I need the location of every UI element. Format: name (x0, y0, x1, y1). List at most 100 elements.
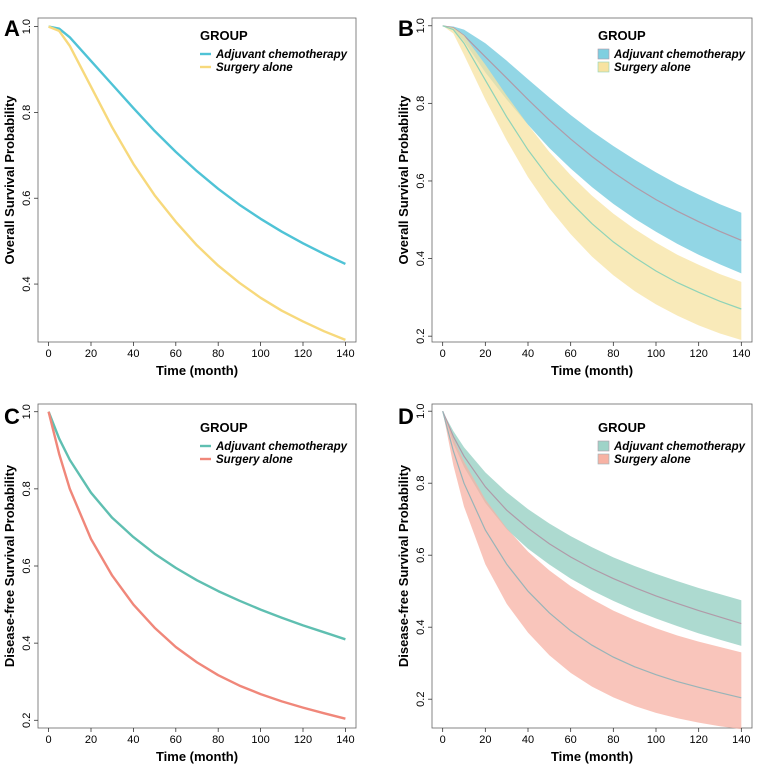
legend-title: GROUP (598, 28, 646, 43)
series-surgery-alone (442, 411, 742, 730)
x-tick-label: 0 (46, 348, 52, 360)
plot-frame (431, 403, 753, 729)
x-axis-title: Time (month) (156, 749, 238, 764)
legend-label: Adjuvant chemotherapy (613, 441, 746, 453)
y-tick-label: 0.2 (415, 329, 427, 344)
x-axis-title: Time (month) (551, 749, 633, 764)
legend-swatch (597, 61, 610, 73)
legend-title: GROUP (200, 420, 248, 435)
legend-label: Adjuvant chemotherapy (613, 49, 746, 61)
x-tick-label: 100 (647, 734, 665, 746)
y-axis-title: Overall Survival Probability (396, 95, 411, 265)
y-axis: 0.2 0.4 0.6 0.8 1.0 Disease-free Survival Pro… (2, 404, 38, 728)
x-tick-label: 40 (127, 348, 139, 360)
survival-curve (47, 411, 346, 720)
x-tick-label: 140 (336, 348, 354, 360)
x-axis: 0 20 40 60 80 100 120 140 Time (month) (46, 728, 355, 764)
panel-b: B 0 20 40 60 80 100 120 140 Time (month) 0.2 0.4 0.6… (396, 16, 753, 378)
survival-curve (442, 410, 742, 625)
legend-swatch (597, 48, 610, 60)
panel-letter: D (398, 404, 414, 429)
panel-letter: A (4, 16, 20, 41)
y-tick-label: 0.2 (415, 692, 427, 707)
x-tick-label: 80 (212, 734, 224, 746)
survival-curve (442, 411, 742, 699)
y-tick-label: 0.8 (415, 96, 427, 111)
y-tick-label: 0.6 (415, 548, 427, 563)
y-tick-label: 0.4 (415, 251, 427, 266)
y-axis-title: Disease-free Survival Probability (396, 464, 411, 667)
series-adjuvant-chemotherapy (442, 410, 742, 646)
x-tick-label: 0 (46, 734, 52, 746)
survival-curve (442, 25, 742, 310)
y-tick-label: 0.6 (21, 191, 33, 206)
x-tick-label: 20 (479, 348, 491, 360)
panel-d: D 0 20 40 60 80 100 120 140 Time (month) 0.2 0.4 0.6… (396, 403, 753, 764)
survival-curve (48, 25, 346, 265)
panel-letter: B (398, 16, 414, 41)
y-axis: 0.4 0.6 0.8 1.0 Overall Survival Probability (2, 19, 38, 292)
survival-curve (442, 25, 742, 241)
y-tick-label: 0.6 (415, 173, 427, 188)
x-tick-label: 40 (522, 734, 534, 746)
x-tick-label: 60 (565, 734, 577, 746)
confidence-band (442, 411, 742, 646)
x-tick-label: 60 (170, 734, 182, 746)
x-tick-label: 120 (689, 348, 707, 360)
x-tick-label: 100 (647, 348, 665, 360)
legend-label: Surgery alone (614, 62, 691, 74)
legend-label: Surgery alone (614, 454, 691, 466)
panel-c: C 0 20 40 60 80 100 120 140 Time (month) 0.2 0.4 0.6… (2, 403, 357, 764)
x-tick-label: 20 (85, 734, 97, 746)
series-surgery-alone (442, 25, 742, 341)
x-tick-label: 0 (440, 348, 446, 360)
x-tick-label: 40 (522, 348, 534, 360)
y-tick-label: 0.4 (21, 635, 33, 650)
y-axis: 0.2 0.4 0.6 0.8 1.0 Overall Survival Probabil… (396, 18, 432, 344)
y-tick-label: 0.2 (21, 713, 33, 728)
series-adjuvant-chemotherapy (442, 25, 742, 274)
x-tick-label: 120 (294, 348, 312, 360)
y-tick-label: 0.6 (21, 558, 33, 573)
series-surgery-alone (48, 25, 346, 342)
x-tick-label: 80 (212, 348, 224, 360)
plot-frame (431, 17, 753, 343)
legend-swatch (597, 453, 610, 465)
x-axis: 0 20 40 60 80 100 120 140 Time (month) (440, 728, 751, 764)
x-tick-label: 100 (251, 348, 269, 360)
series-adjuvant-chemotherapy (48, 25, 346, 265)
x-axis-title: Time (month) (156, 363, 238, 378)
x-axis-title: Time (month) (551, 363, 633, 378)
x-tick-label: 20 (85, 348, 97, 360)
series-surgery-alone (47, 411, 346, 720)
x-tick-label: 40 (127, 734, 139, 746)
y-tick-label: 0.4 (21, 276, 33, 291)
x-axis: 0 20 40 60 80 100 120 140 Time (month) (440, 342, 751, 378)
legend-title: GROUP (598, 420, 646, 435)
y-tick-label: 1.0 (415, 18, 427, 33)
y-axis-title: Overall Survival Probability (2, 95, 17, 265)
confidence-band (442, 411, 742, 730)
legend-label: Surgery alone (216, 454, 293, 466)
y-tick-label: 0.4 (415, 620, 427, 635)
y-tick-label: 0.8 (415, 476, 427, 491)
x-tick-label: 140 (336, 734, 354, 746)
confidence-band (442, 25, 742, 341)
legend-label: Adjuvant chemotherapy (215, 441, 348, 453)
legend-title: GROUP (200, 28, 248, 43)
y-tick-label: 0.8 (21, 481, 33, 496)
legend-label: Adjuvant chemotherapy (215, 49, 348, 61)
y-tick-label: 1.0 (21, 19, 33, 34)
panel-letter: C (4, 404, 20, 429)
x-tick-label: 20 (479, 734, 491, 746)
confidence-band (442, 25, 742, 274)
y-tick-label: 1.0 (21, 404, 33, 419)
x-axis: 0 20 40 60 80 100 120 140 Time (month) (46, 342, 355, 378)
x-tick-label: 60 (170, 348, 182, 360)
plot-frame (37, 17, 357, 343)
